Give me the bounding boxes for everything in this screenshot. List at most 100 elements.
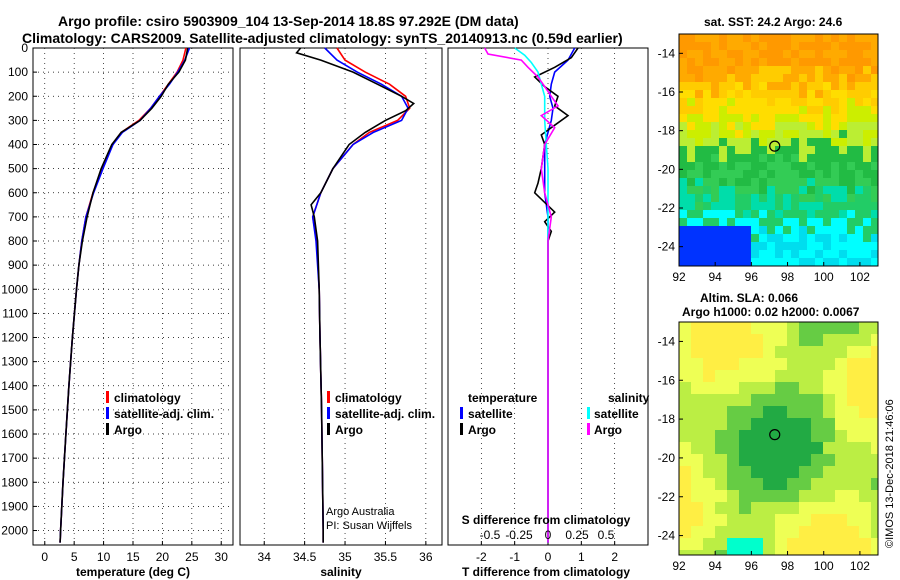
map-cell [823, 74, 832, 83]
map-cell [791, 42, 800, 51]
map-cell [839, 218, 848, 227]
map-cell [711, 98, 720, 107]
map-cell [767, 58, 776, 67]
map-cell [751, 114, 760, 123]
map-cell [759, 58, 768, 67]
map-cell [791, 106, 800, 115]
map-cell [751, 250, 760, 259]
map-cell [703, 334, 716, 347]
map-cell [687, 82, 696, 91]
ytick-label: -18 [658, 412, 676, 426]
map-cell [727, 114, 736, 123]
map-cell [759, 170, 768, 179]
map-cell [743, 186, 752, 195]
map-cell [847, 466, 860, 479]
map-cell [695, 98, 704, 107]
map-cell [727, 106, 736, 115]
ytick-label: -14 [658, 334, 676, 348]
legend-swatch [106, 423, 109, 435]
map-cell [835, 490, 848, 503]
map-cell [679, 106, 688, 115]
map-cell [695, 66, 704, 75]
map-cell [739, 406, 752, 419]
map-cell [863, 106, 872, 115]
map-cell [719, 122, 728, 131]
map-cell [743, 162, 752, 171]
map-cell [871, 186, 879, 195]
map-cell [859, 442, 872, 455]
map-cell [799, 218, 808, 227]
map-cell [859, 490, 872, 503]
map-cell [823, 186, 832, 195]
map-cell [695, 178, 704, 187]
map-cell [751, 406, 764, 419]
map-cell [859, 502, 872, 515]
map-cell [787, 502, 800, 515]
map-cell [759, 146, 768, 155]
legend-swatch [327, 407, 330, 419]
map-cell [775, 346, 788, 359]
map-cell [703, 98, 712, 107]
map-cell [871, 66, 879, 75]
map-cell [807, 130, 816, 139]
map-cell [823, 250, 832, 259]
map-cell [759, 242, 768, 251]
legend-label: satellite-adj. clim. [335, 407, 435, 421]
map-cell [751, 58, 760, 67]
map-cell [859, 334, 872, 347]
map-cell [871, 130, 879, 139]
map-cell [679, 250, 688, 259]
map-cell [703, 370, 716, 383]
map-cell [807, 210, 816, 219]
map-cell [679, 478, 692, 491]
map-cell [727, 430, 740, 443]
map-cell [775, 186, 784, 195]
map-cell [799, 34, 808, 43]
map-cell [775, 122, 784, 131]
map-cell [799, 122, 808, 131]
map-cell [815, 194, 824, 203]
map-cell [839, 66, 848, 75]
legend-label: Argo [594, 423, 622, 437]
map-cell [815, 50, 824, 59]
map-cell [679, 114, 688, 123]
map-cell [711, 154, 720, 163]
map-cell [859, 394, 872, 407]
map-cell [687, 138, 696, 147]
xtick-label: 96 [745, 270, 759, 284]
ytick-label: 1900 [1, 499, 28, 513]
map-cell [823, 114, 832, 123]
map-cell [759, 122, 768, 131]
map-cell [767, 210, 776, 219]
xtick-label: 92 [672, 559, 686, 573]
map-cell [811, 538, 824, 551]
map-cell [775, 418, 788, 431]
map-cell [775, 514, 788, 527]
map-cell [775, 218, 784, 227]
map-cell [759, 34, 768, 43]
map-cell [799, 406, 812, 419]
map-cell [751, 154, 760, 163]
map-cell [831, 226, 840, 235]
map-cell [847, 90, 856, 99]
map-cell [799, 250, 808, 259]
map-cell [807, 50, 816, 59]
map-cell [727, 82, 736, 91]
map-cell [679, 514, 692, 527]
map-cell [739, 514, 752, 527]
map-cell [799, 186, 808, 195]
map-cell [679, 382, 692, 395]
map-cell [687, 74, 696, 83]
map-cell [831, 122, 840, 131]
map-cell [727, 162, 736, 171]
map-cell [831, 66, 840, 75]
map-cell [751, 226, 760, 235]
map-cell [847, 122, 856, 131]
map-cell [715, 466, 728, 479]
map-cell [759, 210, 768, 219]
map-cell [679, 98, 688, 107]
map-cell [751, 346, 764, 359]
map-cell [759, 194, 768, 203]
map-cell [751, 186, 760, 195]
map-cell [787, 454, 800, 467]
